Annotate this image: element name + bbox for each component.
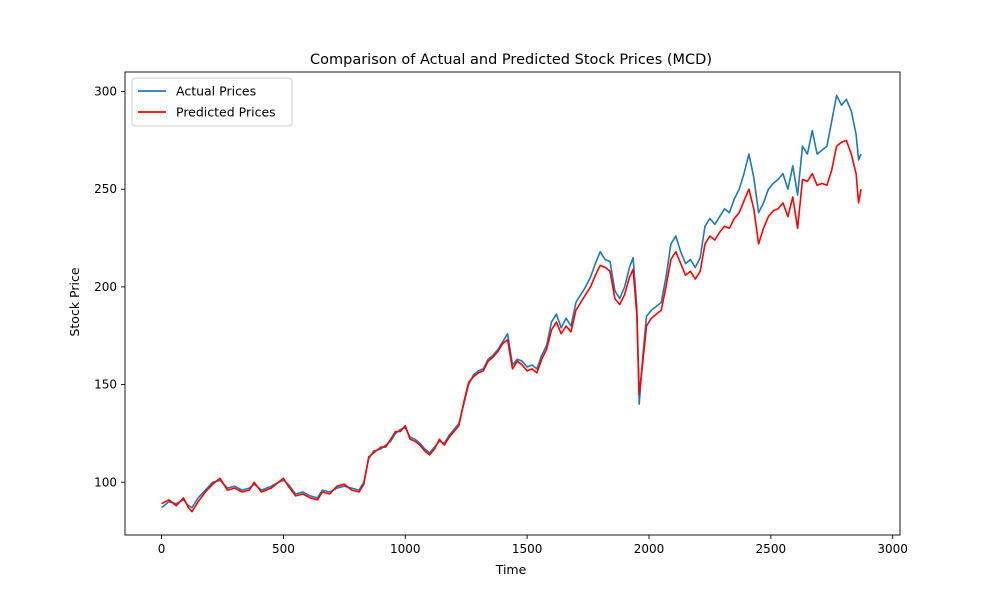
y-tick-label: 150 (94, 378, 117, 392)
x-tick-label: 1000 (390, 542, 421, 556)
x-tick-label: 2500 (756, 542, 787, 556)
x-tick-label: 500 (272, 542, 295, 556)
chart-title: Comparison of Actual and Predicted Stock… (310, 52, 712, 68)
series-line-predicted-prices (161, 139, 862, 513)
series-line-actual-prices (161, 94, 862, 509)
axes-frame (124, 71, 901, 536)
x-tick-label: 1500 (512, 542, 543, 556)
legend: Actual Prices Predicted Prices (131, 77, 293, 127)
x-tick-label: 3000 (877, 542, 908, 556)
y-axis-label: Stock Price (67, 267, 82, 336)
x-axis-label: Time (495, 562, 527, 577)
x-tick-label: 0 (158, 542, 166, 556)
legend-box (131, 77, 293, 127)
y-tick-label: 250 (94, 182, 117, 196)
x-tick-label: 2000 (634, 542, 665, 556)
plot-area: 0 500 1000 1500 2000 2500 3000 100 150 200 250 300 (94, 71, 908, 556)
legend-label-predicted-prices: Predicted Prices (176, 105, 276, 120)
y-tick-label: 200 (94, 280, 117, 294)
legend-label-actual-prices: Actual Prices (176, 84, 256, 99)
y-tick-label: 100 (94, 475, 117, 489)
y-tick-label: 300 (94, 85, 117, 99)
